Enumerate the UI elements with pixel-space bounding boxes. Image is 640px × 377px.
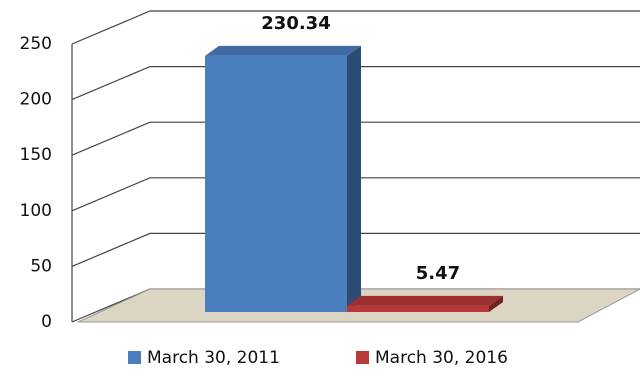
y-tick-label: 0 — [41, 312, 52, 332]
y-tick-label: 150 — [20, 145, 52, 165]
grid-line — [71, 10, 640, 45]
legend: March 30, 2011 March 30, 2016 — [128, 348, 508, 368]
grid-line — [71, 65, 640, 101]
bar-top — [347, 295, 503, 306]
bar — [347, 295, 503, 312]
legend-swatch — [356, 351, 369, 364]
bar-side — [489, 295, 503, 312]
legend-swatch — [128, 351, 141, 364]
grid-line — [71, 177, 640, 212]
grid: 0 50 100 150 200 250 — [20, 10, 640, 332]
y-tick-label: 250 — [20, 34, 52, 54]
grid-line — [71, 121, 640, 156]
bar-front — [205, 55, 347, 313]
grid-line — [71, 232, 640, 267]
y-tick-label: 200 — [20, 90, 52, 110]
bar — [205, 45, 361, 313]
data-label: 230.34 — [261, 13, 330, 34]
bar-top — [205, 45, 361, 56]
y-tick-label: 50 — [30, 256, 52, 276]
legend-label: March 30, 2011 — [147, 348, 280, 368]
data-label: 5.47 — [416, 263, 460, 284]
bar-front — [347, 305, 489, 312]
y-tick-label: 100 — [20, 201, 52, 221]
marks: 230.34 5.47 — [205, 13, 503, 313]
bar-side — [347, 45, 361, 313]
legend-label: March 30, 2016 — [375, 348, 508, 368]
